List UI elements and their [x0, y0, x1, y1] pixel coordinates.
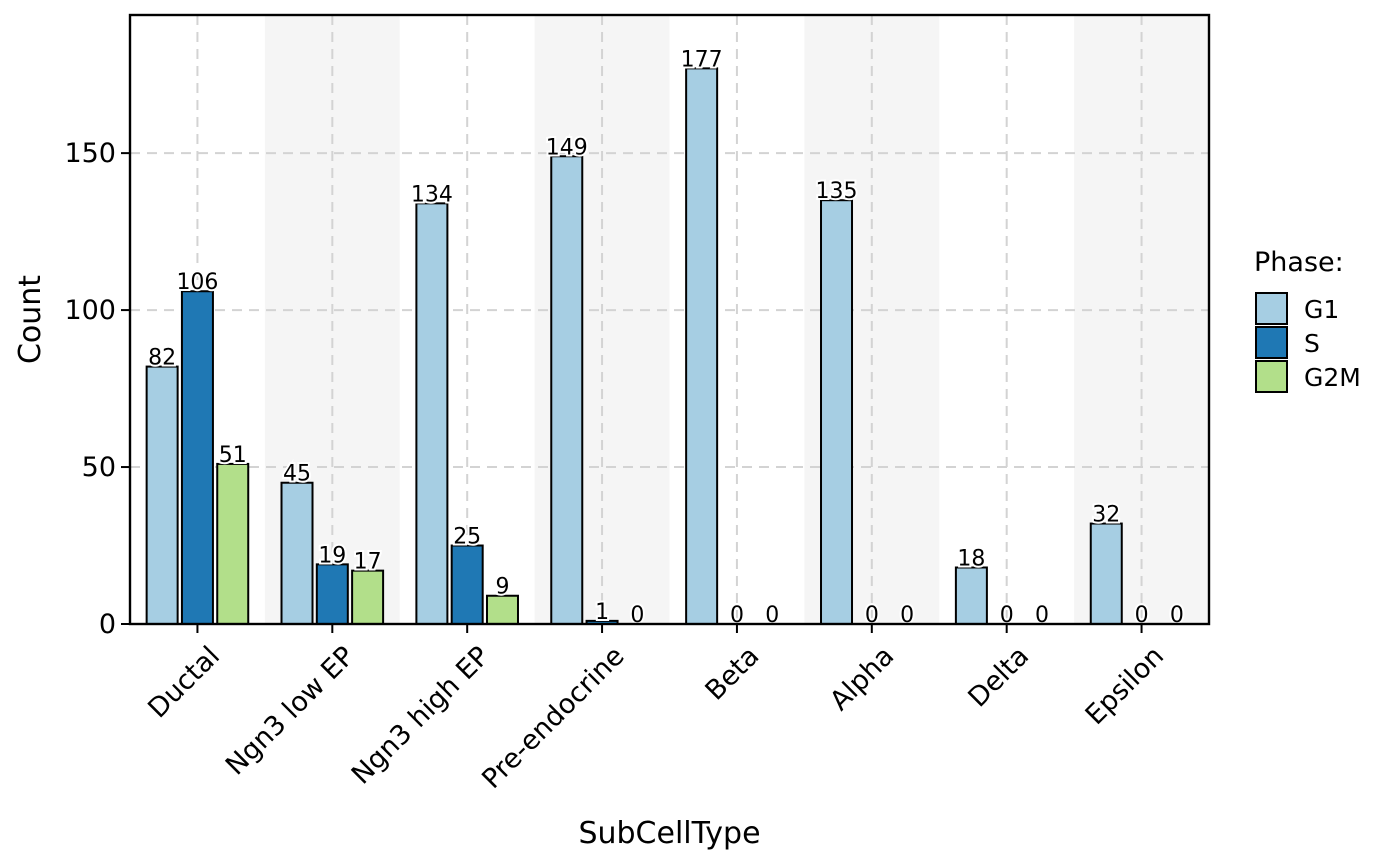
- bar-g1: [415, 202, 449, 625]
- data-label: 1: [595, 600, 609, 625]
- data-label: 135: [816, 179, 858, 204]
- x-tick-label: Ngn3 low EP: [220, 641, 361, 782]
- x-tick-label: Pre-endocrine: [476, 641, 630, 795]
- data-label: 134: [411, 182, 453, 207]
- category-bands: [264, 15, 1209, 624]
- bar-g1: [1089, 522, 1123, 625]
- y-axis-title: Count: [13, 275, 48, 364]
- x-tick-label: Beta: [700, 641, 766, 707]
- x-axis-title: SubCellType: [578, 816, 760, 851]
- bar-g2m: [351, 569, 385, 626]
- data-label: 17: [354, 550, 382, 575]
- data-label: 25: [453, 525, 481, 550]
- category-band: [1074, 15, 1209, 624]
- bar-g2m: [485, 594, 519, 626]
- data-label: 19: [318, 543, 346, 568]
- data-label: 51: [219, 443, 247, 468]
- legend-items: G1 S G2M: [1255, 292, 1361, 393]
- x-tick-label: Ductal: [142, 641, 226, 725]
- x-tick-label: Ngn3 high EP: [346, 641, 496, 791]
- data-label: 0: [730, 603, 744, 628]
- bar-s: [450, 544, 484, 626]
- bars: [145, 67, 1123, 626]
- x-tick-label: Alpha: [824, 641, 900, 717]
- legend-key-g2m: [1255, 360, 1288, 393]
- legend-key-g1: [1255, 292, 1288, 325]
- bar-s: [315, 563, 349, 625]
- legend: Phase: G1 S G2M: [1254, 247, 1361, 393]
- bar-s: [180, 290, 214, 625]
- data-label: 0: [1035, 603, 1049, 628]
- y-tick-label: 150: [64, 138, 116, 169]
- data-label: 149: [546, 135, 588, 160]
- data-label: 177: [681, 47, 723, 72]
- legend-key-s: [1255, 326, 1288, 359]
- y-tick-label: 0: [99, 609, 116, 640]
- data-label: 18: [957, 546, 985, 571]
- data-label: 0: [865, 603, 879, 628]
- bar-g1: [954, 566, 988, 626]
- data-label: 82: [148, 346, 176, 371]
- bar-g1: [280, 481, 314, 626]
- data-label: 32: [1092, 503, 1120, 528]
- data-label: 106: [176, 270, 218, 295]
- bar-g1: [685, 67, 719, 626]
- data-label: 0: [630, 603, 644, 628]
- data-label: 9: [495, 575, 509, 600]
- data-label: 45: [283, 462, 311, 487]
- data-label: 0: [765, 603, 779, 628]
- bar-g1: [820, 199, 854, 625]
- legend-label: G1: [1304, 295, 1339, 324]
- x-tick-label: Epsilon: [1080, 641, 1170, 731]
- x-tick-label: Delta: [962, 641, 1035, 714]
- bar-g1: [145, 365, 179, 625]
- legend-label: G2M: [1304, 363, 1361, 392]
- y-axis-ticks: 0 50 100 150: [64, 138, 130, 640]
- y-tick-label: 100: [64, 295, 116, 326]
- data-label: 0: [1000, 603, 1014, 628]
- data-label: 0: [1170, 603, 1184, 628]
- bar-g2m: [216, 462, 250, 625]
- legend-label: S: [1304, 329, 1320, 358]
- plot-frame: [128, 13, 1211, 626]
- y-tick-label: 50: [82, 452, 116, 483]
- bar-g1: [550, 155, 584, 626]
- legend-title: Phase:: [1254, 247, 1344, 278]
- data-label: 0: [1135, 603, 1149, 628]
- data-label: 0: [900, 603, 914, 628]
